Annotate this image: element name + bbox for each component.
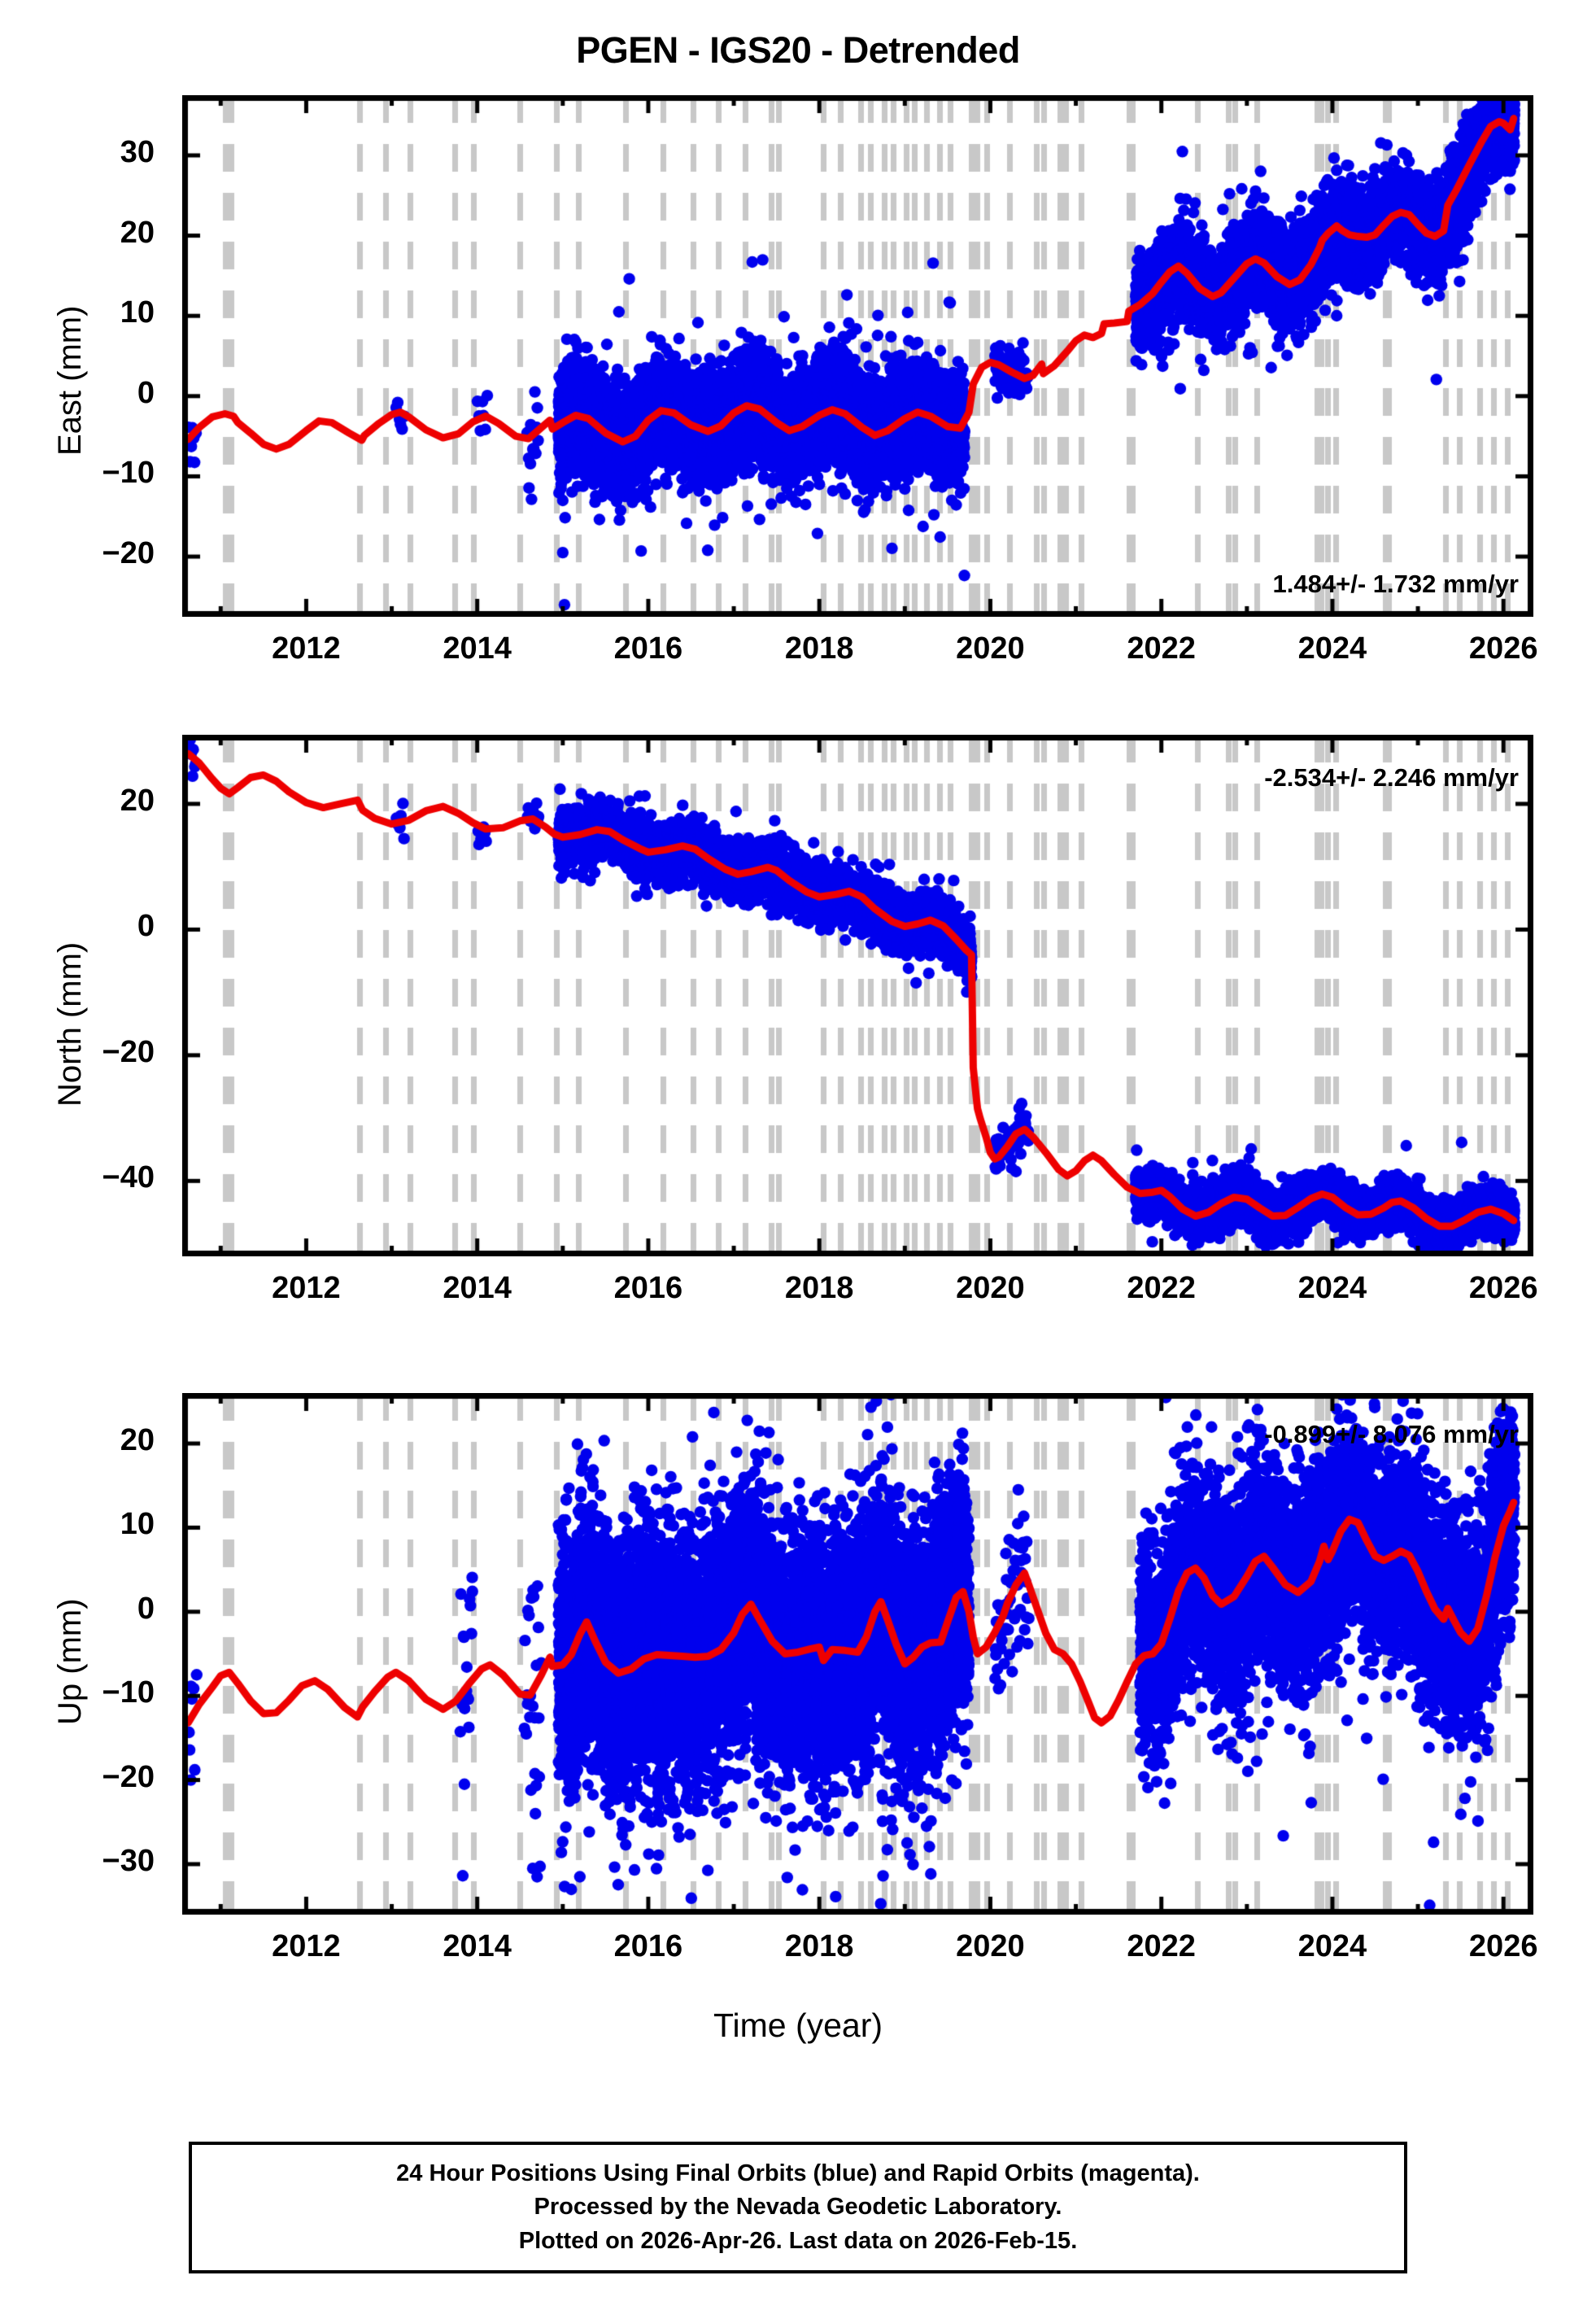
up-plot-canvas <box>182 1393 1533 1915</box>
north-xtick-label: 2012 <box>272 1271 341 1305</box>
up-xtick-label: 2014 <box>443 1929 512 1963</box>
caption-line-3: Plotted on 2026-Apr-26. Last data on 202… <box>518 2227 1078 2254</box>
up-ytick-label: −20 <box>102 1759 155 1794</box>
up-ytick-label: 0 <box>137 1591 155 1626</box>
north-ytick-label: 0 <box>137 909 155 944</box>
up-ytick-label: 20 <box>120 1423 155 1458</box>
north-xtick-label: 2016 <box>613 1271 683 1305</box>
east-xtick-label: 2024 <box>1297 631 1367 666</box>
caption-line-2: Processed by the Nevada Geodetic Laborat… <box>534 2194 1062 2221</box>
east-ytick-label: 30 <box>120 134 155 169</box>
up-xtick-label: 2020 <box>956 1929 1025 1963</box>
up-xtick-label: 2022 <box>1127 1929 1196 1963</box>
east-ytick-label: −20 <box>102 536 155 571</box>
east-ytick-label: 20 <box>120 215 155 250</box>
up-xtick-label: 2016 <box>613 1929 683 1963</box>
caption-box: 24 Hour Positions Using Final Orbits (bl… <box>189 2142 1407 2273</box>
up-ytick-label: −30 <box>102 1843 155 1878</box>
caption-line-1: 24 Hour Positions Using Final Orbits (bl… <box>396 2160 1200 2187</box>
east-plot-canvas <box>182 95 1533 617</box>
east-ytick-label: 10 <box>120 295 155 330</box>
east-xtick-label: 2026 <box>1468 631 1538 666</box>
north-xtick-label: 2018 <box>784 1271 854 1305</box>
up-axis-label: Up (mm) <box>52 1598 88 1725</box>
east-xtick-label: 2022 <box>1127 631 1196 666</box>
page-title: PGEN - IGS20 - Detrended <box>576 29 1020 71</box>
east-ytick-label: 0 <box>137 375 155 410</box>
east-rate-annotation: 1.484+/- 1.732 mm/yr <box>1272 570 1519 598</box>
east-ytick-label: −10 <box>102 456 155 491</box>
north-xtick-label: 2024 <box>1297 1271 1367 1305</box>
up-xtick-label: 2012 <box>272 1929 341 1963</box>
north-xtick-label: 2026 <box>1468 1271 1538 1305</box>
panel-up <box>182 1393 1533 1915</box>
up-xtick-label: 2026 <box>1468 1929 1538 1963</box>
north-rate-annotation: -2.534+/- 2.246 mm/yr <box>1264 763 1519 792</box>
north-ytick-label: −40 <box>102 1160 155 1195</box>
east-axis-label: East (mm) <box>52 305 88 456</box>
panel-east <box>182 95 1533 617</box>
east-xtick-label: 2020 <box>956 631 1025 666</box>
up-rate-annotation: -0.899+/- 8.076 mm/yr <box>1264 1420 1519 1448</box>
north-plot-canvas <box>182 735 1533 1256</box>
north-xtick-label: 2020 <box>956 1271 1025 1305</box>
east-xtick-label: 2016 <box>613 631 683 666</box>
panel-north <box>182 735 1533 1256</box>
north-xtick-label: 2014 <box>443 1271 512 1305</box>
up-ytick-label: 10 <box>120 1507 155 1542</box>
x-axis-title: Time (year) <box>713 2007 883 2044</box>
up-xtick-label: 2018 <box>784 1929 854 1963</box>
east-xtick-label: 2012 <box>272 631 341 666</box>
up-xtick-label: 2024 <box>1297 1929 1367 1963</box>
north-xtick-label: 2022 <box>1127 1271 1196 1305</box>
north-ytick-label: −20 <box>102 1034 155 1069</box>
up-ytick-label: −10 <box>102 1675 155 1710</box>
north-axis-label: North (mm) <box>52 941 88 1107</box>
east-xtick-label: 2018 <box>784 631 854 666</box>
east-xtick-label: 2014 <box>443 631 512 666</box>
north-ytick-label: 20 <box>120 783 155 818</box>
